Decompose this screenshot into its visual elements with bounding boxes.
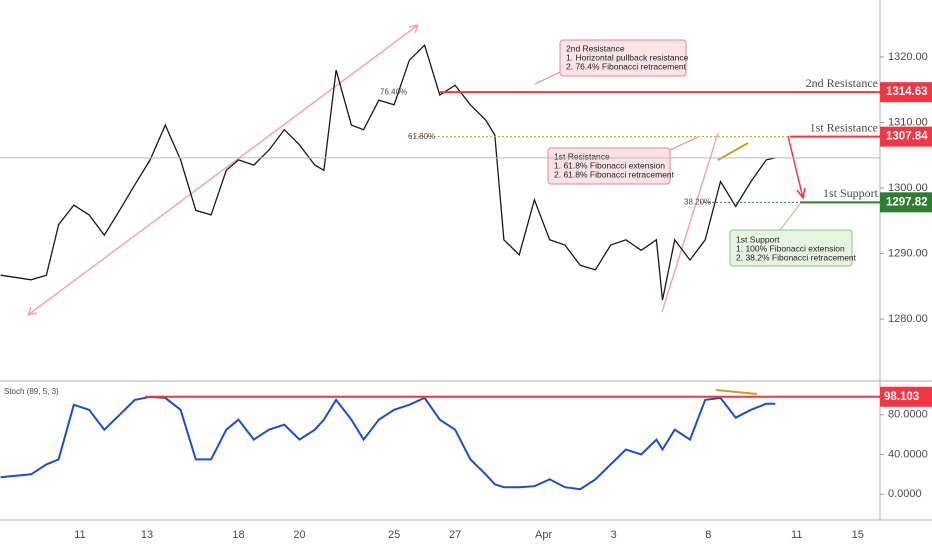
annotation-text: 1. 100% Fibonacci extension (736, 243, 845, 253)
annotation-text: 1st Support (736, 234, 780, 244)
annotation-text: 2nd Resistance (566, 43, 625, 53)
x-tick-label: 8 (705, 529, 711, 541)
x-tick-label: 11 (74, 529, 85, 541)
indicator-title: Stoch (89, 5, 3) (4, 387, 59, 396)
annotation-box (729, 229, 853, 267)
annotation-text: 1. Horizontal pullback resistance (566, 52, 689, 62)
callout-line (779, 203, 801, 231)
arrow-head (27, 306, 38, 316)
y-tick-label: 80.0000 (888, 409, 928, 421)
annotation-text: 2. 38.2% Fibonacci retracement (736, 252, 857, 262)
divergence-line (717, 142, 749, 161)
y-tick-label: 1290.00 (888, 247, 928, 259)
x-tick-label: 25 (388, 529, 400, 541)
price-tag (880, 82, 932, 103)
trend-arrow (661, 132, 719, 313)
fib-label: 61.80% (408, 132, 435, 141)
arrow-head (796, 187, 806, 200)
series-line (0, 43, 776, 301)
annotation-text: 2. 61.8% Fibonacci retracement (554, 169, 675, 179)
x-tick-label: Apr (535, 529, 552, 541)
x-tick-label: 3 (611, 529, 617, 541)
x-tick-label: 13 (141, 529, 153, 541)
y-tick-label: 1320.00 (888, 51, 928, 63)
fib-label: 38.20% (684, 197, 711, 206)
price-tag (880, 192, 932, 213)
arrow-head (408, 24, 419, 34)
x-tick-label: 18 (232, 529, 244, 541)
level-name: 1st Resistance (810, 120, 878, 134)
level-name: 1st Support (823, 186, 879, 200)
price-tag-label: 1297.82 (886, 196, 928, 208)
price-tag-label: 98.103 (884, 391, 919, 403)
y-tick-label: 40.0000 (888, 448, 928, 460)
divergence-line (715, 389, 758, 395)
fib-label: 76.40% (380, 87, 407, 96)
x-tick-label: 20 (293, 529, 305, 541)
x-tick-label: 11 (791, 529, 802, 541)
callout-line (669, 136, 699, 151)
annotation-text: 2. 76.4% Fibonacci retracement (566, 61, 687, 71)
y-tick-label: 1310.00 (888, 116, 928, 128)
x-tick-label: 27 (449, 529, 461, 541)
price-tag-label: 1314.63 (886, 86, 928, 98)
annotation-box (547, 147, 671, 185)
x-tick-label: 15 (852, 529, 864, 541)
y-tick-label: 1300.00 (888, 182, 928, 194)
annotation-text: 1st Resistance (554, 151, 610, 161)
trend-arrow (27, 24, 419, 316)
level-name: 2nd Resistance (806, 76, 878, 90)
y-tick-label: 0.0000 (888, 488, 922, 500)
price-tag (880, 126, 932, 147)
callout-line (534, 71, 561, 85)
forecast-arrow (787, 135, 804, 199)
y-tick-label: 1280.00 (888, 313, 928, 325)
price-tag-label: 1307.84 (886, 131, 928, 143)
price-tag (880, 386, 932, 407)
annotation-text: 1. 61.8% Fibonacci extension (554, 160, 665, 170)
annotation-box (559, 39, 687, 77)
